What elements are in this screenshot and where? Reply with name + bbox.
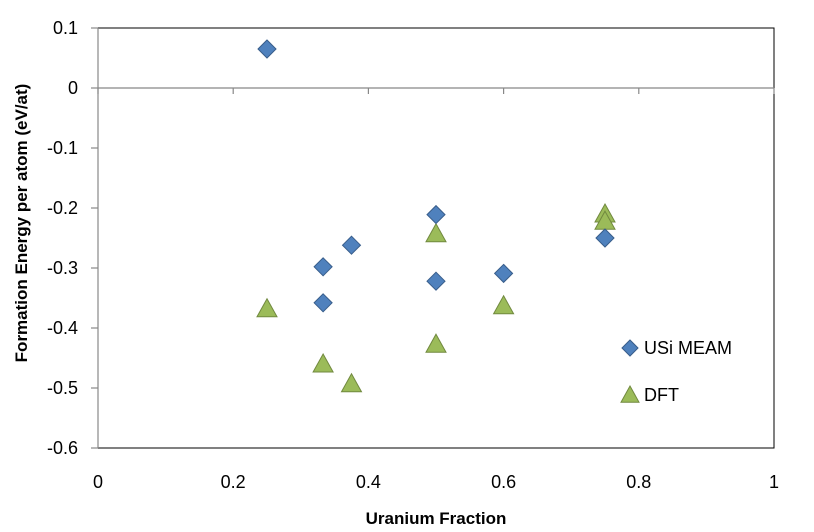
- data-point-triangle: [312, 352, 334, 373]
- y-tick-label: -0.3: [47, 258, 78, 278]
- x-axis: 0 0.2 0.4 0.6 0.8 1: [93, 87, 779, 492]
- data-point-diamond: [426, 271, 446, 291]
- x-tick-label: 0.2: [221, 472, 246, 492]
- data-point-triangle: [492, 294, 515, 315]
- y-axis: 0.1 0 -0.1 -0.2 -0.3 -0.4 -0.5 -0.6: [47, 18, 99, 458]
- y-tick-label: 0.1: [53, 18, 78, 38]
- x-tick-label: 0.4: [356, 472, 381, 492]
- x-tick-label: 0.8: [626, 472, 651, 492]
- y-tick-label: -0.2: [47, 198, 78, 218]
- series-layer: [256, 39, 616, 393]
- data-point-diamond: [313, 293, 333, 313]
- data-point-triangle: [340, 372, 363, 393]
- data-point-triangle: [256, 297, 278, 318]
- series-dft: [256, 202, 616, 393]
- y-tick-label: -0.5: [47, 378, 78, 398]
- data-point-diamond: [493, 263, 514, 284]
- y-tick-label: -0.1: [47, 138, 78, 158]
- x-tick-label: 1: [769, 472, 779, 492]
- data-point-diamond: [313, 257, 333, 277]
- y-tick-label: -0.4: [47, 318, 78, 338]
- y-tick-label: 0: [68, 78, 78, 98]
- legend-label: USi MEAM: [644, 338, 732, 358]
- series-usi-meam: [257, 39, 615, 313]
- legend-marker-triangle: [620, 384, 640, 403]
- y-axis-title: Formation Energy per atom (eV/at): [12, 84, 31, 363]
- x-axis-title: Uranium Fraction: [366, 509, 507, 528]
- data-point-triangle: [425, 222, 447, 243]
- legend-label: DFT: [644, 385, 679, 405]
- x-tick-label: 0.6: [491, 472, 516, 492]
- data-point-diamond: [257, 39, 277, 59]
- data-point-diamond: [341, 235, 362, 255]
- legend: USi MEAM DFT: [620, 338, 732, 405]
- data-point-diamond: [595, 228, 615, 248]
- legend-marker-diamond: [621, 339, 639, 357]
- x-tick-label: 0: [93, 472, 103, 492]
- data-point-triangle: [425, 333, 447, 353]
- y-tick-label: -0.6: [47, 438, 78, 458]
- data-point-diamond: [426, 204, 446, 225]
